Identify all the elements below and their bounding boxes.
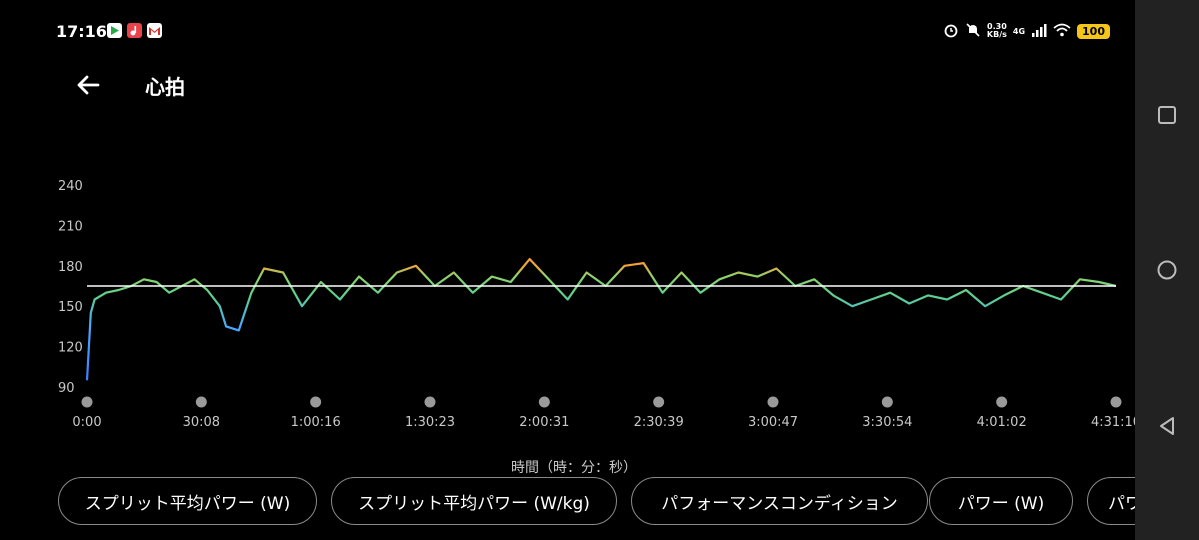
app-bar: 心拍 [0,62,1135,106]
metric-chip-row: スプリット平均パワー (W) スプリット平均パワー (W/kg) パフォーマンスコン… [58,477,1135,527]
chip-power-w[interactable]: パワー (W) [929,477,1073,525]
y-tick-label: 180 [58,260,83,275]
back-arrow-button[interactable] [72,66,108,102]
alarm-icon [943,22,959,41]
x-tick-label: 4:01:02 [977,415,1027,430]
chip-split-avg-power-w[interactable]: スプリット平均パワー (W) [58,477,317,525]
x-tick-label: 30:08 [183,415,220,430]
x-tick-dot [538,396,550,408]
gmail-icon [147,23,162,38]
x-tick-dot [996,396,1008,408]
chip-split-avg-power-wkg[interactable]: スプリット平均パワー (W/kg) [331,477,617,525]
x-tick-label: 2:00:31 [519,415,569,430]
net-speed-unit: KB/s [986,30,1007,39]
y-tick-label: 150 [58,300,83,315]
x-tick-dot [424,396,436,408]
triangle-back-icon [1160,417,1174,435]
y-tick-label: 240 [58,179,83,194]
back-arrow-icon [77,75,100,95]
system-status-icons: 0.30 KB/s 4G 100 [943,20,1110,42]
x-axis-label: 時間（時：分：秒） [511,460,637,476]
network-type: 4G [1012,26,1026,36]
home-button[interactable] [1155,258,1179,282]
x-tick-label: 2:30:39 [634,415,684,430]
chip-performance-condition[interactable]: パフォーマンスコンディション [631,477,928,525]
navigation-bar [1135,0,1199,540]
signal-icon [1031,23,1047,40]
net-speed: 0.30 KB/s [987,23,1007,39]
x-tick-dot [767,396,779,408]
system-back-button[interactable] [1155,414,1179,438]
x-tick-label: 3:00:47 [748,415,798,430]
y-tick-label: 210 [58,219,83,234]
chip-power-partial[interactable]: パワ [1087,477,1135,525]
heart-rate-chart: 240 210 180 150 120 90 0:00 30:08 1:00:16 1:30:2… [58,179,1135,476]
x-tick-dot [310,396,322,408]
y-tick-label: 90 [58,381,75,396]
circle-icon [1157,260,1177,280]
status-time: 17:16 [56,22,107,41]
net-speed-value: 0.30 [987,22,1007,31]
x-tick-dot [1110,396,1122,408]
recent-apps-button[interactable] [1155,103,1179,127]
y-tick-label: 120 [58,341,83,356]
x-tick-dot [81,396,93,408]
heart-rate-series-line [85,258,1117,381]
x-tick-label: 1:00:16 [291,415,341,430]
status-bar: 17:16 0.30 KB/s 4G 100 [0,0,1135,62]
x-tick-dot [195,396,207,408]
play-store-icon [107,23,122,38]
x-tick-label: 0:00 [72,415,101,430]
square-icon [1158,106,1176,124]
battery-level: 100 [1077,23,1110,39]
x-tick-dot [881,396,893,408]
wifi-icon [1053,23,1071,40]
page-title: 心拍 [145,75,185,99]
x-tick-label: 4:31:10 [1091,415,1135,430]
music-app-icon [127,23,142,38]
x-tick-label: 3:30:54 [862,415,912,430]
mute-icon [965,22,981,41]
x-tick-label: 1:30:23 [405,415,455,430]
x-tick-dot [653,396,665,408]
